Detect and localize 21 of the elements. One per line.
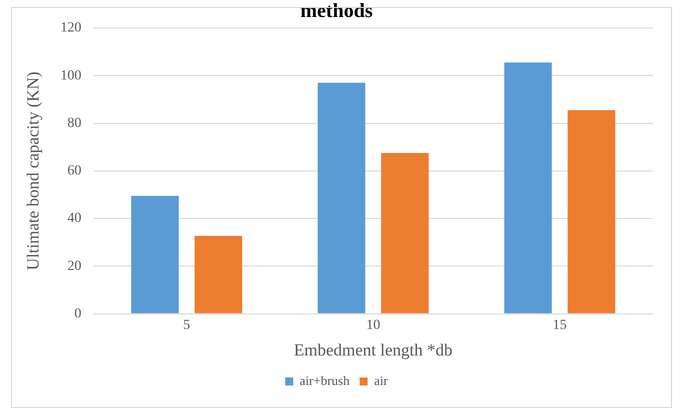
y-tick-label: 60 [67, 164, 82, 179]
y-tick-label: 100 [60, 68, 82, 84]
bar [318, 82, 366, 314]
x-axis-title: Embedment length *db [294, 340, 453, 360]
legend-label: air+brush [300, 372, 350, 388]
y-tick-label: 80 [67, 116, 82, 131]
bar [131, 196, 179, 314]
x-tick-label: 5 [183, 318, 190, 333]
legend-label: air [374, 372, 388, 388]
x-tick-label: 10 [366, 318, 380, 333]
bar [568, 110, 616, 314]
bar [504, 62, 552, 314]
bar [194, 236, 242, 314]
y-tick-label: 40 [67, 211, 82, 226]
y-tick-label: 120 [60, 20, 82, 36]
y-axis-title: Ultimate bond capacity (KN) [24, 72, 43, 270]
chart-title: methods [300, 0, 373, 22]
bar [381, 153, 429, 314]
y-tick-label: 20 [67, 258, 82, 274]
x-tick-label: 15 [552, 318, 567, 333]
y-tick-label: 0 [74, 306, 82, 322]
